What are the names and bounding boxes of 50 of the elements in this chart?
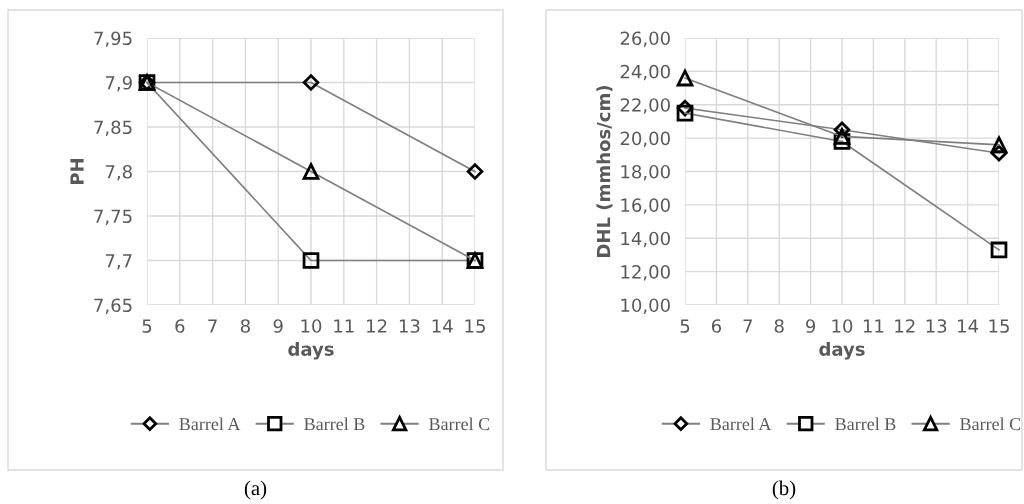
y-tick-label: 20,00 <box>620 131 670 148</box>
y-tick-label: 22,00 <box>620 98 670 114</box>
x-tick-label: 5 <box>142 319 152 333</box>
x-axis-title: days <box>288 341 334 360</box>
text: (b) <box>772 480 796 500</box>
x-tick-label: 12 <box>367 319 387 333</box>
x-tick-label: 10 <box>301 319 322 333</box>
y-tick-label: 7,85 <box>94 120 132 136</box>
x-tick-label: 6 <box>175 319 185 333</box>
y-tick-label: 26,00 <box>620 31 670 47</box>
x-tick-label: 8 <box>240 319 250 333</box>
y-axis-title: DHL (mmhos/cm) <box>596 85 613 257</box>
x-axis-title: days <box>819 341 865 360</box>
x-tick-label: 7 <box>208 319 217 333</box>
x-tick-label: 15 <box>465 319 485 333</box>
legend-label: Barrel B <box>304 417 365 431</box>
x-tick-label: 11 <box>334 319 354 333</box>
y-tick-label: 7,8 <box>105 164 132 181</box>
x-tick-label: 14 <box>432 319 453 333</box>
y-tick-label: 18,00 <box>621 164 670 181</box>
x-tick-label: 14 <box>958 319 979 333</box>
text: (a) <box>244 480 267 500</box>
y-axis-title: PH <box>70 158 84 185</box>
x-tick-label: 10 <box>832 319 853 333</box>
legend-label: Barrel B <box>835 417 896 431</box>
x-tick-label: 5 <box>680 319 690 333</box>
x-tick-label: 9 <box>805 319 816 333</box>
y-tick-label: 10,00 <box>621 298 670 314</box>
x-tick-label: 13 <box>399 319 420 333</box>
y-tick-label: 7,75 <box>94 209 132 225</box>
x-tick-label: 15 <box>989 319 1009 333</box>
x-tick-label: 7 <box>743 319 752 333</box>
x-tick-label: 12 <box>895 319 915 333</box>
x-tick-label: 8 <box>774 319 784 333</box>
y-tick-label: 7,95 <box>94 31 132 47</box>
legend-label: Barrel A <box>710 417 772 431</box>
x-tick-label: 13 <box>926 319 947 333</box>
y-tick-label: 7,9 <box>105 75 132 92</box>
legend-label: Barrel C <box>429 417 490 431</box>
y-tick-label: 7,7 <box>105 254 132 270</box>
y-tick-label: 12,00 <box>621 265 670 281</box>
legend-label: Barrel A <box>179 417 241 431</box>
y-tick-label: 24,00 <box>620 64 670 81</box>
x-tick-label: 6 <box>711 319 722 333</box>
x-tick-label: 9 <box>273 319 283 333</box>
y-tick-label: 16,00 <box>621 198 670 214</box>
y-tick-label: 7,65 <box>94 298 132 314</box>
x-tick-label: 11 <box>863 319 884 333</box>
y-tick-label: 14,00 <box>621 231 670 248</box>
legend-label: Barrel C <box>960 417 1021 431</box>
